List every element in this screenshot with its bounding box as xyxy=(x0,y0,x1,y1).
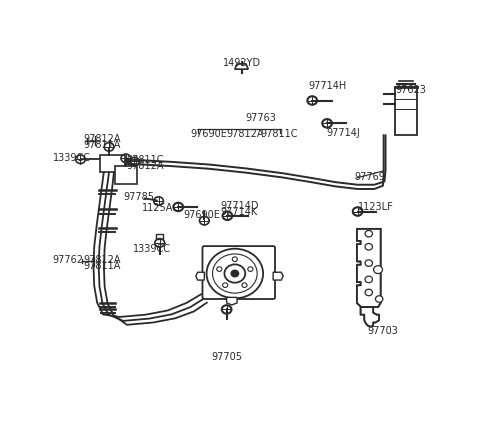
Polygon shape xyxy=(273,272,283,280)
FancyBboxPatch shape xyxy=(203,246,275,299)
Bar xyxy=(115,166,137,184)
Circle shape xyxy=(223,283,228,287)
Text: 97763: 97763 xyxy=(245,114,276,123)
Text: 97812A: 97812A xyxy=(227,129,264,139)
Circle shape xyxy=(232,257,238,262)
Text: 97811A: 97811A xyxy=(83,140,120,150)
Text: 97811C: 97811C xyxy=(126,155,164,165)
Circle shape xyxy=(365,289,372,296)
Circle shape xyxy=(216,267,222,271)
Text: 97690E: 97690E xyxy=(191,129,227,139)
Polygon shape xyxy=(357,229,381,327)
Circle shape xyxy=(365,260,372,266)
Text: 1125AC: 1125AC xyxy=(142,203,180,212)
Text: 97812A: 97812A xyxy=(126,161,164,171)
Text: 97714K: 97714K xyxy=(221,206,258,217)
Bar xyxy=(100,155,125,172)
Circle shape xyxy=(375,296,383,302)
Text: 97690E: 97690E xyxy=(184,210,220,220)
Circle shape xyxy=(373,266,383,273)
Circle shape xyxy=(248,267,253,271)
Text: 97812A: 97812A xyxy=(83,134,120,144)
Polygon shape xyxy=(235,64,248,69)
Circle shape xyxy=(365,276,372,283)
Text: 97714H: 97714H xyxy=(308,81,346,91)
Text: 97703: 97703 xyxy=(368,326,398,336)
Text: 97785: 97785 xyxy=(123,192,155,202)
Text: 97812A: 97812A xyxy=(83,256,120,265)
Circle shape xyxy=(231,270,239,277)
Text: 1339CC: 1339CC xyxy=(133,244,171,254)
Text: 97714D: 97714D xyxy=(220,201,259,211)
Polygon shape xyxy=(227,297,237,305)
Text: 97762: 97762 xyxy=(53,256,84,265)
Text: 97705: 97705 xyxy=(211,352,242,362)
Text: 1492YD: 1492YD xyxy=(222,58,261,68)
Circle shape xyxy=(365,231,372,237)
Text: 97811A: 97811A xyxy=(83,261,120,271)
Polygon shape xyxy=(196,272,204,280)
Text: 97714J: 97714J xyxy=(326,128,360,138)
Polygon shape xyxy=(156,234,163,239)
Text: 97811C: 97811C xyxy=(260,129,298,139)
Circle shape xyxy=(365,243,372,250)
Text: 1123LF: 1123LF xyxy=(358,202,393,212)
Text: 97769: 97769 xyxy=(354,172,385,181)
Text: 97623: 97623 xyxy=(395,85,426,95)
Text: 1339CC: 1339CC xyxy=(53,153,91,163)
Circle shape xyxy=(242,283,247,287)
Bar xyxy=(395,87,417,135)
